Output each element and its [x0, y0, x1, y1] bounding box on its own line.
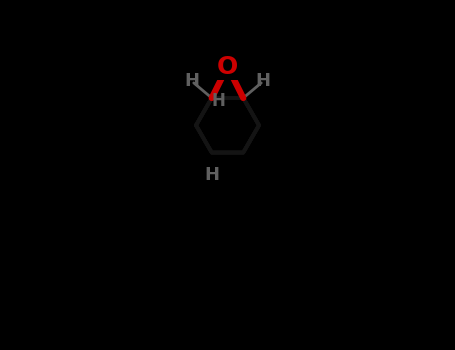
Text: O: O: [217, 55, 238, 78]
Text: H: H: [184, 72, 199, 90]
Text: H: H: [212, 92, 226, 111]
Text: H: H: [204, 166, 219, 184]
Text: H: H: [256, 72, 271, 90]
